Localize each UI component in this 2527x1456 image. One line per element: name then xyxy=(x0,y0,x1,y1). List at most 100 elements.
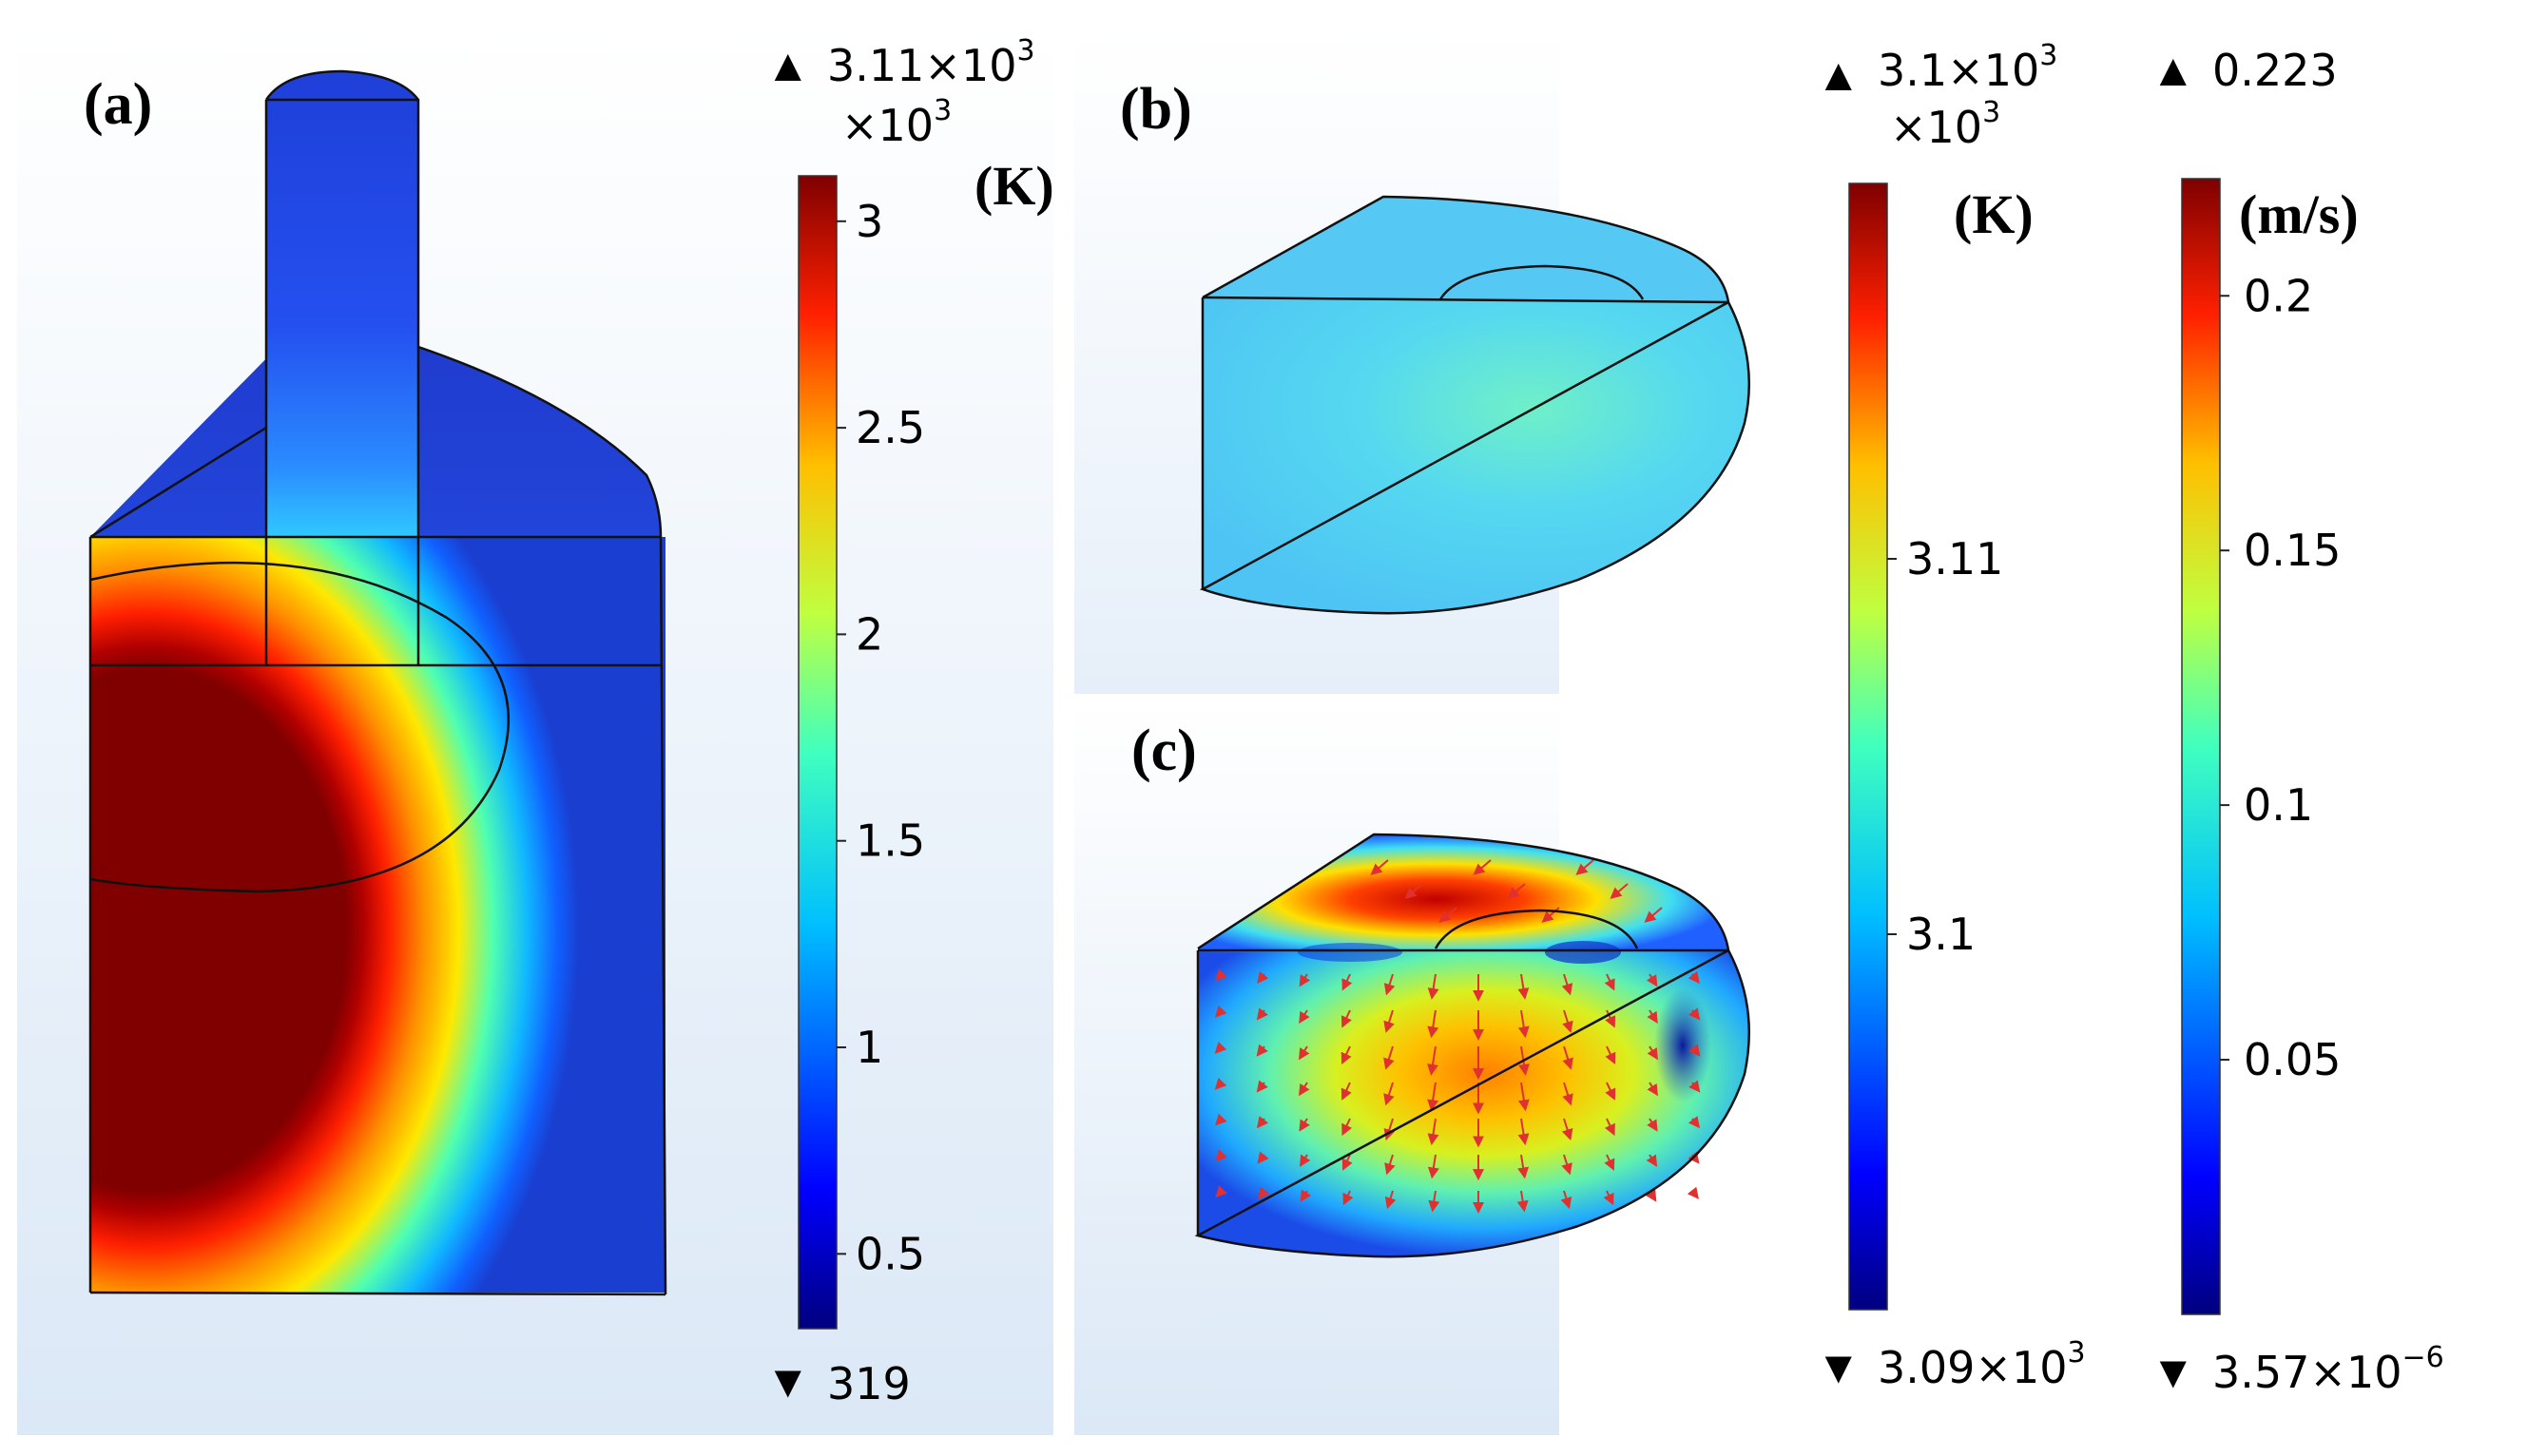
velocity-arrow xyxy=(1256,1116,1269,1129)
panel-c-vortex-core xyxy=(1654,988,1711,1102)
velocity-arrow xyxy=(1341,1082,1352,1101)
velocity-arrow xyxy=(1427,1009,1439,1039)
velocity-arrow xyxy=(1342,1190,1354,1206)
panel-a-geometry xyxy=(88,69,667,1296)
velocity-arrow xyxy=(1341,973,1353,991)
colorbar-temperature-a: 32.521.510.5 ▲ 3.11×103 ×103 (K) ▼ 319 xyxy=(765,34,1054,1409)
colorbar-c-tick-label: 0.1 xyxy=(2244,779,2313,831)
velocity-arrow xyxy=(1384,1154,1396,1176)
velocity-arrow xyxy=(1562,1045,1573,1070)
velocity-arrow xyxy=(1256,1080,1268,1093)
velocity-arrow xyxy=(1562,1082,1573,1106)
colorbar-b-max-arrow-icon: ▲ xyxy=(1816,50,1861,101)
velocity-arrow xyxy=(1688,1116,1701,1129)
velocity-arrow xyxy=(1561,1154,1572,1176)
colorbar-b-max-value: 3.1×10 xyxy=(1878,45,2039,96)
velocity-arrow xyxy=(1341,1045,1352,1065)
colorbar-b-min-arrow-icon: ▼ xyxy=(1816,1343,1861,1393)
velocity-arrow xyxy=(1299,973,1311,987)
colorbar-c-unit: (m/s) xyxy=(2239,183,2359,245)
velocity-arrow xyxy=(1214,1113,1227,1126)
velocity-arrow xyxy=(1605,1009,1616,1028)
colorbar-c-tick-label: 0.2 xyxy=(2244,270,2313,321)
colorbar-a-unit: (K) xyxy=(974,155,1054,217)
velocity-arrow xyxy=(1647,1082,1658,1097)
velocity-arrow xyxy=(1605,1045,1616,1065)
colorbar-b-max-exp: 3 xyxy=(2039,39,2057,72)
colorbar-a-tick-label: 3 xyxy=(856,196,883,247)
velocity-arrow xyxy=(1214,1077,1227,1090)
velocity-arrow xyxy=(1687,1186,1699,1199)
colorbar-b-min-exp: 3 xyxy=(2068,1336,2086,1370)
velocity-arrow xyxy=(1518,1045,1530,1076)
velocity-arrow xyxy=(1428,1190,1440,1213)
velocity-arrow xyxy=(1605,1082,1616,1101)
velocity-arrow xyxy=(1384,1190,1397,1210)
colorbar-a-max-exp: 3 xyxy=(1017,34,1035,67)
colorbar-a-tick-label: 1.5 xyxy=(856,815,925,867)
colorbar-c-tick-label: 0.15 xyxy=(2244,525,2341,576)
velocity-arrow xyxy=(1404,883,1423,899)
velocity-arrow xyxy=(1647,1045,1658,1061)
colorbar-a-max-value: 3.11×10 xyxy=(827,40,1017,91)
velocity-arrow xyxy=(1560,1190,1572,1210)
colorbar-c-ticks: 0.2 0.15 0.1 0.05 xyxy=(2220,270,2341,1085)
velocity-arrow xyxy=(1257,970,1269,985)
velocity-arrow xyxy=(1647,1118,1658,1132)
velocity-arrow xyxy=(1646,973,1658,987)
velocity-arrow xyxy=(1561,1118,1573,1141)
panel-c-velocity-arrows xyxy=(1214,859,1701,1214)
velocity-arrow xyxy=(1427,1154,1439,1179)
velocity-arrow xyxy=(1517,1009,1530,1039)
velocity-arrow xyxy=(1299,1045,1310,1061)
velocity-arrow xyxy=(1215,1185,1227,1198)
svg-text:3.57×10−6: 3.57×10−6 xyxy=(2212,1341,2444,1398)
colorbar-a-ticks: 3 2.5 2 1.5 1 0.5 xyxy=(837,196,925,1279)
velocity-arrow xyxy=(1299,1118,1310,1132)
panel-b-front-face xyxy=(1203,297,1749,614)
velocity-arrow xyxy=(1370,859,1389,875)
velocity-arrow xyxy=(1383,1045,1395,1070)
velocity-arrow xyxy=(1215,1149,1227,1162)
colorbar-c-tick-label: 0.05 xyxy=(2244,1034,2341,1085)
panel-c-label: (c) xyxy=(1131,718,1197,783)
colorbar-a-tick-label: 2 xyxy=(856,608,883,660)
colorbar-temperature-b: 3.113.1 ▲ 3.1×103 ×103 (K) ▼ 3.09×103 xyxy=(1816,39,2086,1393)
panel-b-top-face xyxy=(1203,197,1728,302)
velocity-arrow xyxy=(1258,1186,1270,1199)
colorbar-b-unit: (K) xyxy=(1954,183,2034,245)
velocity-arrow xyxy=(1383,1082,1395,1106)
panel-a-label: (a) xyxy=(84,72,152,137)
velocity-arrow xyxy=(1517,1118,1530,1146)
velocity-arrow xyxy=(1688,970,1700,985)
velocity-arrow xyxy=(1562,1009,1573,1033)
colorbar-b-multiplier-exp: 3 xyxy=(1982,96,2000,129)
velocity-arrow xyxy=(1644,907,1663,923)
velocity-arrow xyxy=(1647,1009,1658,1025)
colorbar-a-tick-label: 0.5 xyxy=(856,1228,925,1279)
main-body-temperature xyxy=(90,537,666,1293)
velocity-arrow xyxy=(1516,1190,1529,1213)
velocity-arrow xyxy=(1646,1154,1658,1167)
svg-text:3.1×103: 3.1×103 xyxy=(1878,39,2057,96)
velocity-arrow xyxy=(1473,859,1492,875)
colorbar-velocity-c: 0.2 0.15 0.1 0.05 ▲ 0.223 (m/s) ▼ 3.57×10−6 xyxy=(2151,45,2444,1398)
velocity-arrow xyxy=(1341,1118,1353,1137)
velocity-arrow xyxy=(1575,859,1594,875)
colorbar-b-tick-label: 3.1 xyxy=(1906,909,1976,960)
colorbar-c-min-value: 3.57×10 xyxy=(2212,1347,2402,1398)
velocity-arrow xyxy=(1541,907,1560,923)
velocity-arrow xyxy=(1256,1007,1268,1021)
colorbar-b-min-value: 3.09×10 xyxy=(1878,1342,2068,1393)
velocity-arrow xyxy=(1341,1154,1353,1171)
panel-c-front-face xyxy=(1198,950,1749,1257)
colorbar-a-min-value: 319 xyxy=(827,1358,911,1409)
velocity-arrow xyxy=(1561,973,1573,996)
velocity-arrow xyxy=(1517,1082,1530,1112)
colorbar-a-tick-label: 1 xyxy=(856,1022,883,1073)
colorbar-b-ticks: 3.11 3.1 xyxy=(1887,533,2003,960)
colorbar-b-multiplier: ×10 xyxy=(1890,102,1982,153)
velocity-arrow xyxy=(1517,973,1530,1000)
